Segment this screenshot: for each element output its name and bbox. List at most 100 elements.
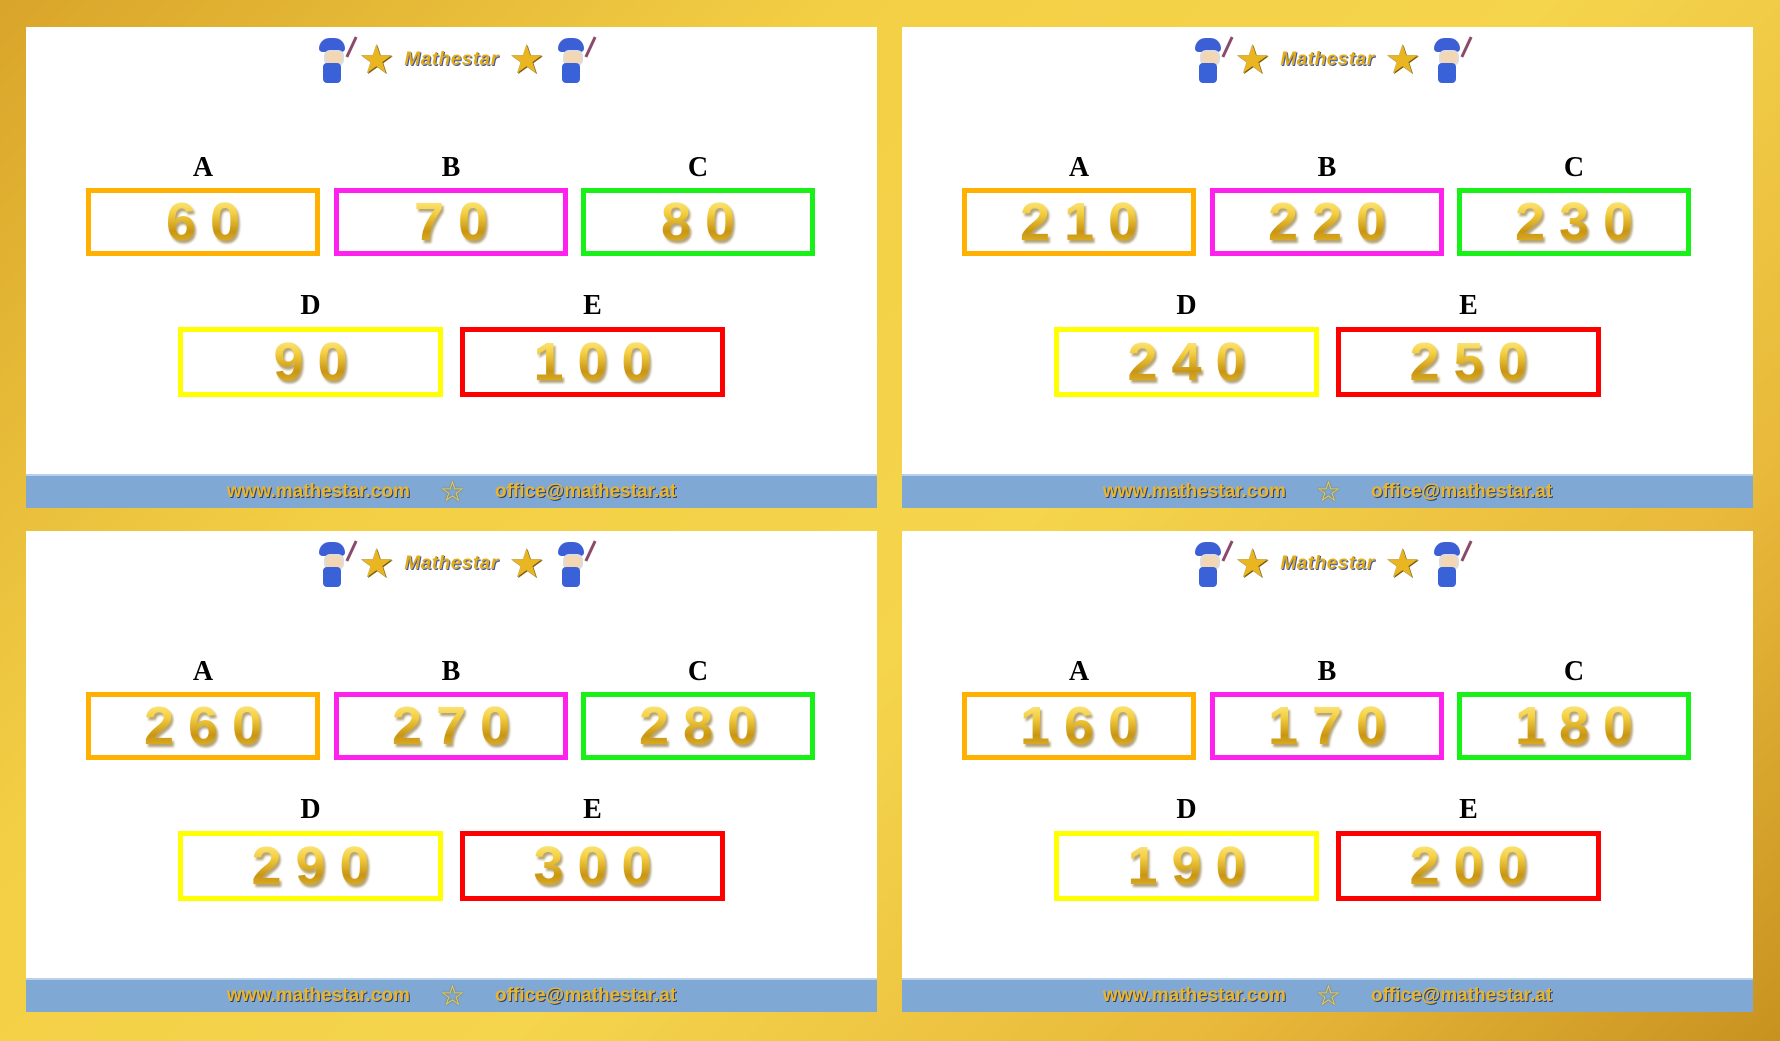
number-value: 180 bbox=[1501, 695, 1647, 757]
number-value: 200 bbox=[1395, 835, 1541, 897]
website-link[interactable]: www.mathestar.com bbox=[1102, 985, 1286, 1006]
box-label: D bbox=[1176, 794, 1197, 825]
number-box: 60 bbox=[86, 188, 320, 256]
wizard-icon bbox=[554, 36, 597, 84]
number-value: 90 bbox=[259, 331, 361, 393]
number-box: 290 bbox=[178, 831, 443, 901]
box-label: C bbox=[687, 152, 709, 183]
box-label: A bbox=[1068, 152, 1090, 183]
number-box: 190 bbox=[1054, 831, 1319, 901]
box-label: A bbox=[192, 656, 214, 687]
star-icon: ☆ bbox=[439, 477, 465, 508]
website-link[interactable]: www.mathestar.com bbox=[226, 985, 410, 1006]
wizard-icon bbox=[1191, 540, 1234, 588]
email-link[interactable]: office@mathestar.at bbox=[495, 481, 677, 502]
footer-bar: www.mathestar.com ☆ office@mathestar.at bbox=[902, 978, 1753, 1012]
star-icon: ☆ bbox=[1315, 981, 1341, 1012]
box-label: D bbox=[300, 794, 321, 825]
footer-bar: www.mathestar.com ☆ office@mathestar.at bbox=[26, 474, 877, 508]
number-value: 220 bbox=[1254, 191, 1400, 253]
number-value: 160 bbox=[1006, 695, 1152, 757]
box-label: B bbox=[441, 656, 461, 687]
card-panel: ★ Mathestar ★ A 210 B 220 C 230 D 240 E 250 … bbox=[902, 27, 1753, 508]
star-icon: ☆ bbox=[1315, 477, 1341, 508]
box-label: C bbox=[1563, 656, 1585, 687]
number-box: 260 bbox=[86, 692, 320, 760]
box-label: B bbox=[1317, 656, 1337, 687]
wizard-icon bbox=[1430, 540, 1473, 588]
number-value: 250 bbox=[1395, 331, 1541, 393]
logo-text: Mathestar bbox=[1280, 553, 1375, 574]
star-icon: ★ bbox=[358, 37, 395, 82]
number-value: 170 bbox=[1254, 695, 1400, 757]
box-label: D bbox=[300, 290, 321, 321]
footer-bar: www.mathestar.com ☆ office@mathestar.at bbox=[26, 978, 877, 1012]
email-link[interactable]: office@mathestar.at bbox=[495, 985, 677, 1006]
number-box: 180 bbox=[1457, 692, 1691, 760]
card-panel: ★ Mathestar ★ A 60 B 70 C 80 D 90 E 100 www.… bbox=[26, 27, 877, 508]
box-label: E bbox=[583, 290, 602, 321]
number-value: 230 bbox=[1501, 191, 1647, 253]
card-panel: ★ Mathestar ★ A 160 B 170 C 180 D 190 E 200 … bbox=[902, 531, 1753, 1012]
mathestar-logo: ★ Mathestar ★ bbox=[26, 539, 877, 589]
star-icon: ★ bbox=[508, 37, 545, 82]
number-value: 80 bbox=[647, 191, 749, 253]
logo-text: Mathestar bbox=[404, 553, 499, 574]
email-link[interactable]: office@mathestar.at bbox=[1371, 985, 1553, 1006]
number-value: 60 bbox=[152, 191, 254, 253]
number-box: 170 bbox=[1210, 692, 1444, 760]
box-label: B bbox=[441, 152, 461, 183]
number-value: 290 bbox=[237, 835, 383, 897]
star-icon: ★ bbox=[508, 541, 545, 586]
number-box: 100 bbox=[460, 327, 725, 397]
number-value: 300 bbox=[519, 835, 665, 897]
number-value: 100 bbox=[519, 331, 665, 393]
number-value: 270 bbox=[378, 695, 524, 757]
number-value: 70 bbox=[400, 191, 502, 253]
box-label: C bbox=[1563, 152, 1585, 183]
mathestar-logo: ★ Mathestar ★ bbox=[902, 35, 1753, 85]
wizard-icon bbox=[315, 540, 358, 588]
number-box: 220 bbox=[1210, 188, 1444, 256]
number-value: 190 bbox=[1113, 835, 1259, 897]
wizard-icon bbox=[1191, 36, 1234, 84]
box-label: C bbox=[687, 656, 709, 687]
number-value: 260 bbox=[130, 695, 276, 757]
star-icon: ★ bbox=[1384, 37, 1421, 82]
number-box: 200 bbox=[1336, 831, 1601, 901]
website-link[interactable]: www.mathestar.com bbox=[226, 481, 410, 502]
number-box: 70 bbox=[334, 188, 568, 256]
number-box: 80 bbox=[581, 188, 815, 256]
box-label: B bbox=[1317, 152, 1337, 183]
box-label: A bbox=[1068, 656, 1090, 687]
star-icon: ★ bbox=[358, 541, 395, 586]
number-box: 250 bbox=[1336, 327, 1601, 397]
box-label: E bbox=[1459, 290, 1478, 321]
website-link[interactable]: www.mathestar.com bbox=[1102, 481, 1286, 502]
wizard-icon bbox=[1430, 36, 1473, 84]
number-box: 280 bbox=[581, 692, 815, 760]
footer-bar: www.mathestar.com ☆ office@mathestar.at bbox=[902, 474, 1753, 508]
logo-text: Mathestar bbox=[404, 49, 499, 70]
mathestar-logo: ★ Mathestar ★ bbox=[902, 539, 1753, 589]
number-box: 230 bbox=[1457, 188, 1691, 256]
card-panel: ★ Mathestar ★ A 260 B 270 C 280 D 290 E 300 … bbox=[26, 531, 877, 1012]
wizard-icon bbox=[315, 36, 358, 84]
star-icon: ☆ bbox=[439, 981, 465, 1012]
number-box: 270 bbox=[334, 692, 568, 760]
box-label: A bbox=[192, 152, 214, 183]
box-label: E bbox=[1459, 794, 1478, 825]
number-value: 240 bbox=[1113, 331, 1259, 393]
number-box: 160 bbox=[962, 692, 1196, 760]
star-icon: ★ bbox=[1384, 541, 1421, 586]
star-icon: ★ bbox=[1234, 37, 1271, 82]
star-icon: ★ bbox=[1234, 541, 1271, 586]
number-box: 300 bbox=[460, 831, 725, 901]
number-value: 210 bbox=[1006, 191, 1152, 253]
number-box: 90 bbox=[178, 327, 443, 397]
wizard-icon bbox=[554, 540, 597, 588]
number-box: 210 bbox=[962, 188, 1196, 256]
email-link[interactable]: office@mathestar.at bbox=[1371, 481, 1553, 502]
number-value: 280 bbox=[625, 695, 771, 757]
box-label: E bbox=[583, 794, 602, 825]
